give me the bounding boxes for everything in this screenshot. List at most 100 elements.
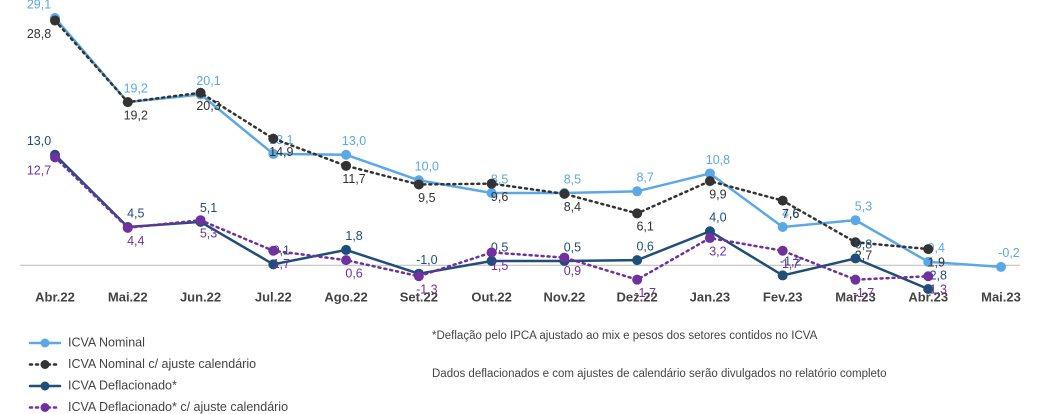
- data-label: 10,0: [415, 160, 439, 174]
- point: [559, 188, 570, 199]
- legend-label: ICVA Nominal: [68, 335, 145, 349]
- data-label: 1,9: [928, 255, 945, 269]
- point: [559, 252, 570, 263]
- point: [341, 160, 352, 171]
- series-line: [53, 16, 1003, 269]
- data-label: 5,1: [200, 201, 217, 215]
- data-label: 5,3: [200, 226, 217, 240]
- note: *Deflação pelo IPCA ajustado ao mix e pe…: [432, 330, 818, 342]
- data-label: 19,2: [124, 108, 148, 122]
- point: [850, 237, 861, 248]
- point: [923, 271, 934, 282]
- data-label: 6,1: [636, 220, 653, 234]
- data-label: 0,8: [855, 238, 872, 252]
- data-label: -0,2: [998, 246, 1020, 260]
- point: [632, 186, 643, 197]
- legend-label: ICVA Deflacionado* c/ ajuste calendário: [68, 400, 288, 414]
- point: [923, 244, 934, 255]
- data-label: -1,3: [416, 283, 438, 297]
- data-label: 28,8: [27, 27, 51, 41]
- x-tick-label: Nov.22: [544, 289, 586, 304]
- point: [268, 133, 279, 144]
- x-tick-label: Dez.22: [617, 289, 658, 304]
- data-label: 3,2: [709, 244, 726, 258]
- x-tick-label: Set.22: [400, 289, 438, 304]
- data-label: 1,5: [491, 259, 508, 273]
- data-label: 9,6: [491, 190, 508, 204]
- data-label: 8,4: [564, 200, 581, 214]
- data-label: 9,5: [418, 191, 435, 205]
- data-label: 4,4: [127, 234, 144, 248]
- data-label: 29,1: [27, 0, 51, 11]
- x-tick-label: Abr.23: [908, 289, 948, 304]
- point: [777, 270, 788, 281]
- data-label: 19,2: [124, 81, 148, 95]
- x-tick-label: Out.22: [471, 289, 511, 304]
- data-label: 4,5: [782, 206, 799, 220]
- data-label: 4,0: [709, 211, 726, 225]
- point: [632, 274, 643, 285]
- data-label: 0,6: [636, 239, 653, 253]
- data-label: -1,7: [634, 286, 656, 300]
- data-label: 20,3: [196, 99, 220, 113]
- data-label: 1,8: [345, 229, 362, 243]
- point: [413, 271, 424, 282]
- x-tick-label: Abr.22: [35, 289, 75, 304]
- data-label: 20,1: [196, 74, 220, 88]
- point: [777, 245, 788, 256]
- point: [413, 179, 424, 190]
- point: [632, 255, 643, 266]
- x-tick-label: Fev.23: [763, 289, 803, 304]
- x-tick-label: Jun.22: [180, 289, 221, 304]
- x-tick-label: Mar.23: [835, 289, 875, 304]
- point: [341, 255, 352, 266]
- point: [777, 195, 788, 206]
- data-label: 12,7: [27, 164, 51, 178]
- point: [268, 245, 279, 256]
- point: [923, 256, 934, 267]
- data-label: 1,7: [782, 257, 799, 271]
- point: [850, 274, 861, 285]
- data-label: 13,0: [27, 134, 51, 148]
- point: [268, 148, 279, 159]
- point: [777, 221, 788, 232]
- point: [195, 87, 206, 98]
- point: [923, 284, 934, 294]
- point: [122, 222, 133, 233]
- point: [850, 253, 861, 264]
- x-tick-label: Mai.23: [981, 289, 1021, 304]
- data-label: -1,0: [416, 253, 438, 267]
- data-label: 11,7: [342, 172, 365, 186]
- data-label: 14,9: [269, 145, 293, 159]
- point: [704, 168, 715, 179]
- point: [268, 259, 279, 270]
- data-label: 0,9: [564, 264, 581, 278]
- data-label: 7,6: [782, 207, 799, 221]
- x-tick-label: Jul.22: [255, 289, 292, 304]
- point: [486, 255, 497, 266]
- data-label: 4,5: [127, 206, 144, 220]
- data-label: 9,9: [709, 187, 726, 201]
- data-label: 13,0: [342, 134, 366, 148]
- point: [704, 233, 715, 244]
- data-label: 1,7: [273, 257, 290, 271]
- point: [996, 261, 1006, 272]
- legend-marker: [40, 360, 50, 369]
- data-label: 0,6: [345, 266, 362, 280]
- point: [195, 215, 206, 226]
- point: [486, 188, 497, 199]
- point: [486, 178, 497, 189]
- point: [850, 215, 861, 226]
- data-label: 0,5: [564, 240, 581, 254]
- data-label: -1,3: [925, 283, 947, 297]
- data-label: 5,3: [855, 199, 872, 213]
- point: [50, 152, 60, 163]
- point: [486, 247, 497, 258]
- point: [122, 97, 133, 108]
- legend-marker: [40, 381, 50, 391]
- x-tick-label: Mai.22: [108, 289, 148, 304]
- data-label: 8,5: [564, 172, 581, 186]
- data-label: 10,8: [706, 153, 730, 167]
- legend-marker: [40, 338, 50, 348]
